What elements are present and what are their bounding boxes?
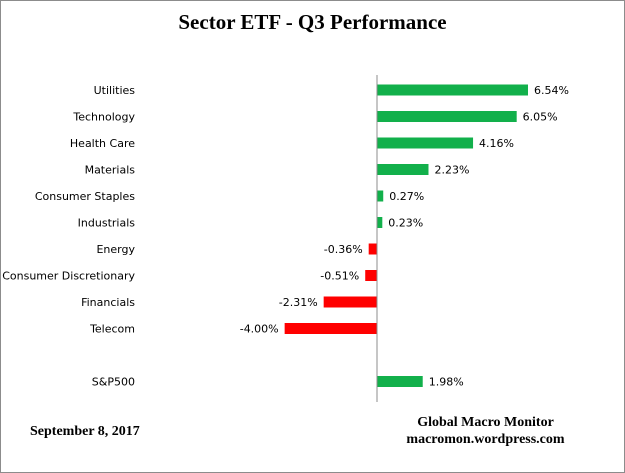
category-label: Consumer Discretionary — [2, 270, 135, 283]
source-block: Global Macro Monitor macromon.wordpress.… — [398, 414, 573, 448]
category-label: Technology — [72, 111, 135, 124]
date-note: September 8, 2017 — [30, 424, 140, 439]
bar — [377, 84, 528, 96]
source-url: macromon.wordpress.com — [406, 432, 565, 447]
bar — [377, 137, 474, 149]
data-label: -2.31% — [279, 296, 318, 309]
bar — [377, 164, 429, 175]
bar — [377, 376, 423, 387]
data-label: 0.27% — [389, 190, 424, 203]
chart-title: Sector ETF - Q3 Performance — [178, 10, 447, 34]
bar — [284, 323, 377, 334]
category-label: Industrials — [78, 217, 136, 230]
bar — [377, 111, 517, 122]
bar — [368, 243, 377, 255]
data-label: 6.54% — [534, 84, 569, 97]
data-label: -0.51% — [320, 270, 359, 283]
bar — [377, 190, 384, 202]
category-label: Financials — [81, 296, 135, 309]
data-label: -0.36% — [324, 243, 363, 256]
category-label: Consumer Staples — [35, 190, 135, 203]
category-label: Utilities — [94, 84, 136, 97]
category-label: Health Care — [70, 137, 135, 150]
category-label: Materials — [85, 164, 136, 177]
data-label: 1.98% — [429, 376, 464, 389]
data-label: -4.00% — [240, 323, 279, 336]
source-name: Global Macro Monitor — [417, 415, 554, 430]
data-label: 0.23% — [388, 217, 423, 230]
data-label: 2.23% — [434, 164, 469, 177]
category-label: Energy — [96, 243, 135, 256]
bar — [365, 270, 377, 281]
data-label: 6.05% — [523, 111, 558, 124]
category-label: Telecom — [89, 323, 135, 336]
category-label: S&P500 — [92, 376, 135, 389]
bar — [323, 296, 377, 308]
data-label: 4.16% — [479, 137, 514, 150]
bar — [377, 217, 383, 228]
